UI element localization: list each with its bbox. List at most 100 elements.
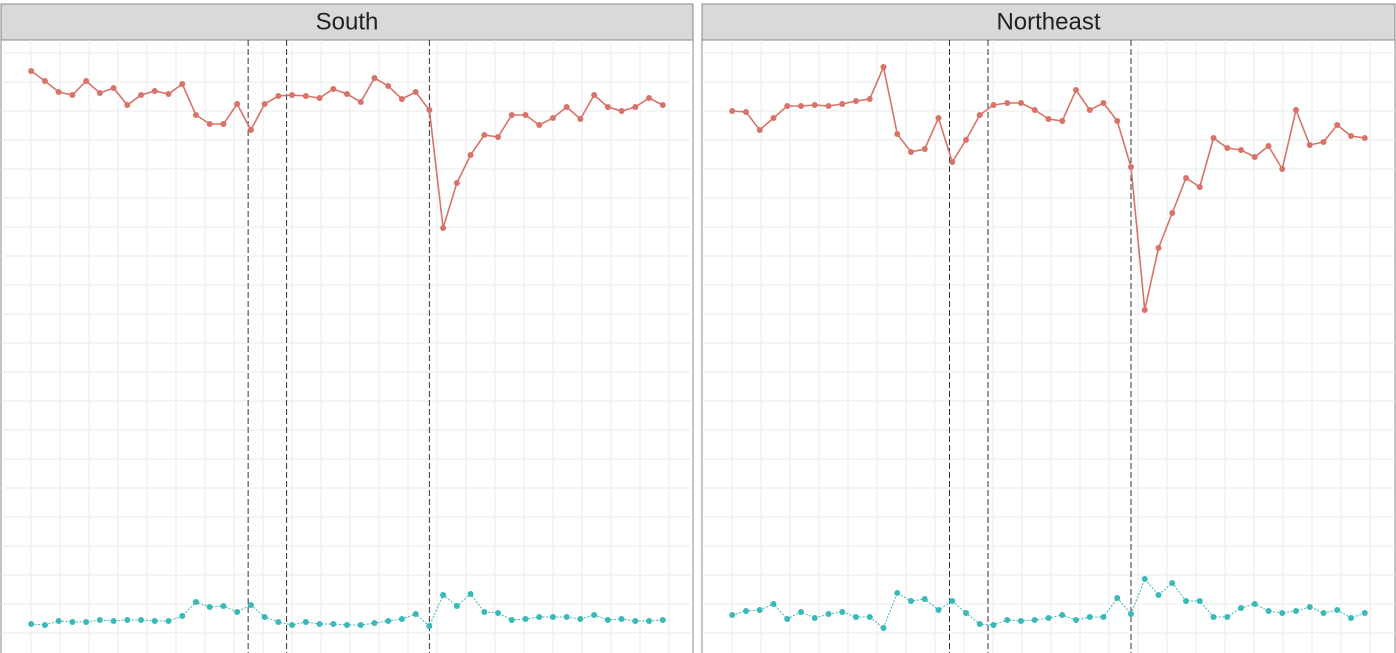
point	[921, 596, 928, 602]
point	[646, 95, 653, 101]
point	[1031, 107, 1038, 113]
point	[453, 603, 460, 609]
point	[976, 112, 983, 118]
point	[1100, 100, 1107, 106]
point	[138, 92, 145, 98]
point	[316, 621, 323, 627]
point	[289, 622, 296, 628]
point	[632, 104, 639, 110]
panel	[0, 39, 694, 653]
point	[330, 621, 337, 627]
point	[1183, 175, 1189, 181]
point	[1059, 118, 1066, 124]
point	[1334, 607, 1341, 613]
point	[743, 608, 749, 614]
point	[495, 610, 502, 616]
point	[1073, 87, 1079, 93]
point	[618, 616, 625, 622]
panel	[701, 39, 1396, 653]
point	[495, 134, 502, 140]
point	[1265, 608, 1272, 614]
point	[289, 92, 296, 98]
point	[83, 619, 90, 625]
point	[1306, 604, 1313, 610]
point	[1169, 580, 1176, 586]
point	[1265, 143, 1272, 149]
point	[811, 615, 818, 621]
point	[908, 598, 914, 604]
point	[247, 127, 254, 133]
point	[659, 102, 666, 108]
point	[110, 85, 117, 91]
point	[1320, 610, 1327, 616]
point	[398, 96, 405, 102]
point	[1031, 617, 1038, 623]
point	[894, 590, 901, 596]
point	[357, 99, 364, 105]
point	[192, 112, 199, 118]
point	[28, 68, 35, 74]
point	[1018, 618, 1024, 624]
point	[1045, 116, 1052, 122]
point	[1073, 617, 1079, 623]
point	[935, 607, 942, 613]
point	[412, 89, 419, 95]
point	[275, 93, 282, 99]
point	[921, 146, 928, 152]
point	[83, 78, 90, 84]
point	[880, 64, 887, 70]
point	[1004, 617, 1011, 623]
point	[1196, 184, 1203, 190]
point	[756, 127, 763, 133]
point	[963, 137, 969, 143]
point	[949, 598, 956, 604]
point	[28, 621, 35, 627]
point	[69, 619, 76, 625]
point	[234, 609, 241, 615]
point	[1361, 135, 1368, 141]
point	[165, 618, 172, 624]
point	[743, 109, 749, 115]
point	[1183, 598, 1189, 604]
point	[536, 122, 543, 128]
point	[1348, 615, 1354, 621]
point	[179, 613, 186, 619]
point	[811, 102, 818, 108]
point	[1004, 100, 1011, 106]
point	[1224, 145, 1231, 151]
point	[880, 625, 887, 631]
point	[138, 617, 145, 623]
point	[467, 591, 474, 597]
point	[949, 159, 956, 165]
point	[990, 102, 997, 108]
point	[632, 618, 639, 624]
point	[398, 616, 405, 622]
point	[853, 98, 859, 104]
point	[96, 90, 103, 96]
point	[234, 101, 241, 107]
point	[1196, 598, 1203, 604]
point	[1279, 166, 1286, 172]
point	[261, 614, 268, 620]
point	[522, 112, 529, 118]
point	[1128, 164, 1134, 170]
point	[1155, 592, 1162, 598]
point	[1045, 615, 1052, 621]
point	[729, 108, 736, 114]
point	[1086, 614, 1093, 620]
point	[577, 616, 584, 622]
point	[770, 601, 777, 607]
point	[55, 618, 62, 624]
point	[55, 89, 62, 95]
point	[481, 609, 488, 615]
point	[96, 617, 103, 623]
point	[1155, 245, 1162, 251]
point	[1238, 605, 1244, 611]
point	[522, 616, 529, 622]
point	[1334, 122, 1341, 128]
point	[784, 616, 791, 622]
point	[536, 614, 543, 620]
point	[206, 604, 213, 610]
point	[316, 95, 323, 101]
